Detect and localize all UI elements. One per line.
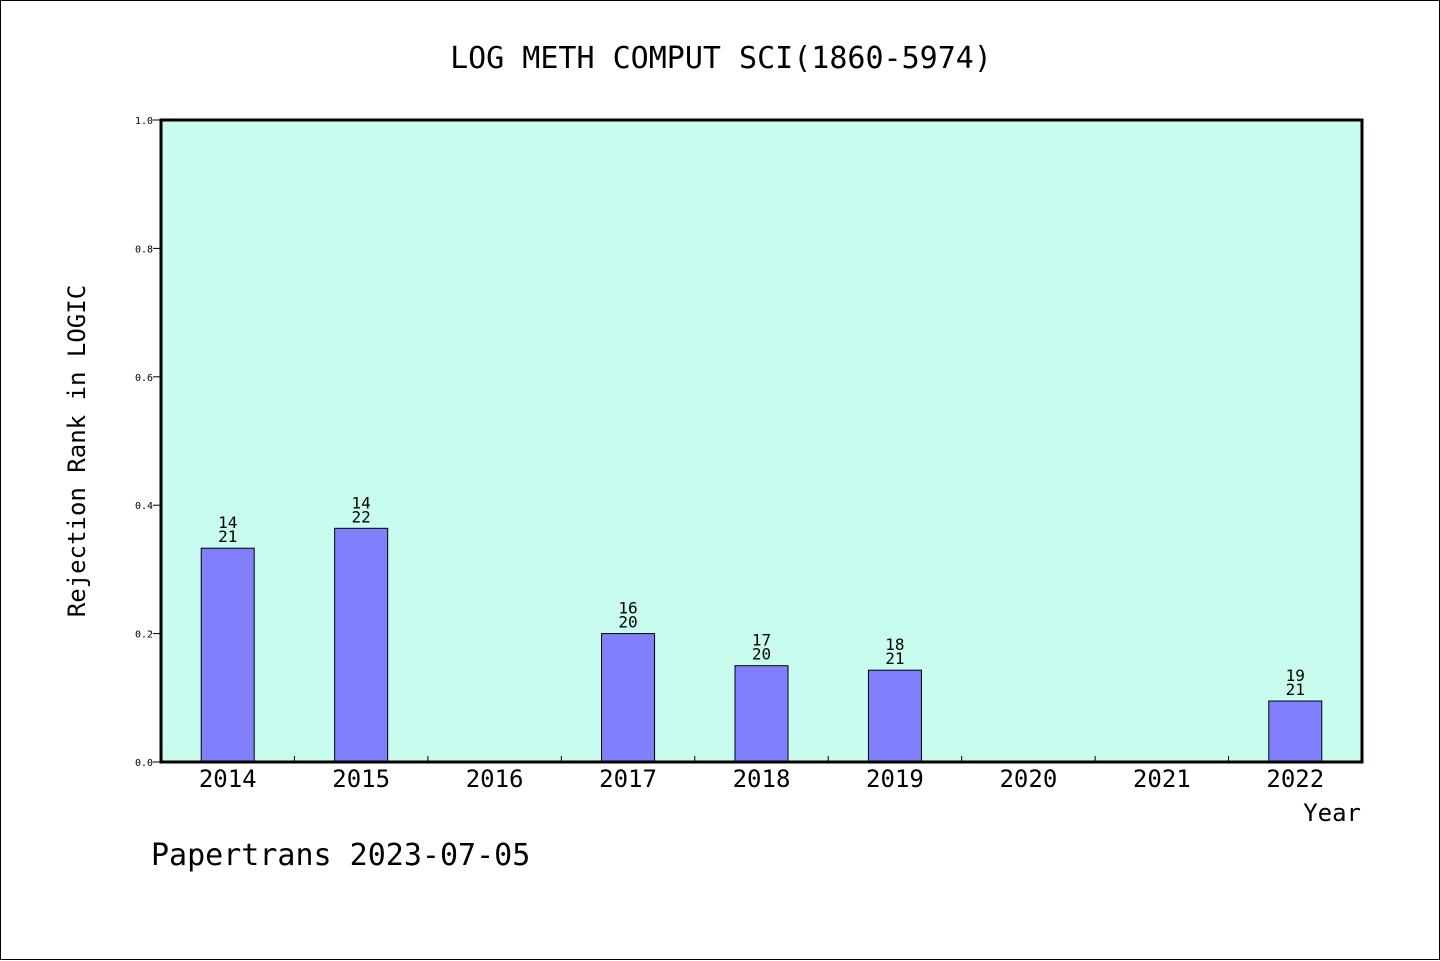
y-tick-label: 0.0 [135,758,153,769]
y-tick-label: 1.0 [135,116,153,127]
x-tick-label: 2018 [733,765,791,793]
y-axis-label: Rejection Rank in LOGIC [63,285,91,617]
bar [867,669,922,763]
x-tick-label: 2021 [1133,765,1191,793]
bar-label-denominator: 22 [352,507,371,526]
x-axis-label: Year [1303,799,1361,827]
x-tick-label: 2017 [599,765,657,793]
x-axis-ticks: 2014 2015 2016 2017 2018 2019 2020 2021 2022 [199,756,1324,793]
bar-label-numerator: 16 [618,599,637,618]
x-tick-label: 2014 [199,765,257,793]
bar [334,527,389,763]
y-axis-ticks: 0.0 0.2 0.4 0.6 0.8 1.0 [135,116,161,769]
x-tick-label: 2022 [1266,765,1324,793]
bar [1268,700,1323,763]
x-tick-label: 2019 [866,765,924,793]
y-tick-label: 0.8 [135,244,153,255]
x-tick-label: 2020 [999,765,1057,793]
plot-border [159,118,1364,764]
bar [200,547,255,763]
x-tick-label: 2016 [466,765,524,793]
chart-title: LOG METH COMPUT SCI(1860-5974) [450,41,992,76]
bar [601,633,656,763]
x-tick-label: 2015 [332,765,390,793]
bar-label-numerator: 17 [752,631,771,650]
bar-label-numerator: 18 [885,635,904,654]
bar-label-denominator: 21 [218,527,237,546]
bar-label-denominator: 20 [618,613,637,632]
bars [200,527,1323,763]
footer-stamp: Papertrans 2023-07-05 [151,838,530,873]
bar-label-denominator: 20 [752,645,771,664]
bar [734,665,789,763]
y-tick-label: 0.4 [135,501,153,512]
bar-label-denominator: 21 [885,649,904,668]
bar-label-numerator: 14 [218,513,237,532]
y-tick-label: 0.2 [135,630,153,641]
bar-label-numerator: 14 [352,493,371,512]
bar-label-denominator: 21 [1286,680,1305,699]
y-tick-label: 0.6 [135,373,153,384]
bar-label-numerator: 19 [1286,666,1305,685]
